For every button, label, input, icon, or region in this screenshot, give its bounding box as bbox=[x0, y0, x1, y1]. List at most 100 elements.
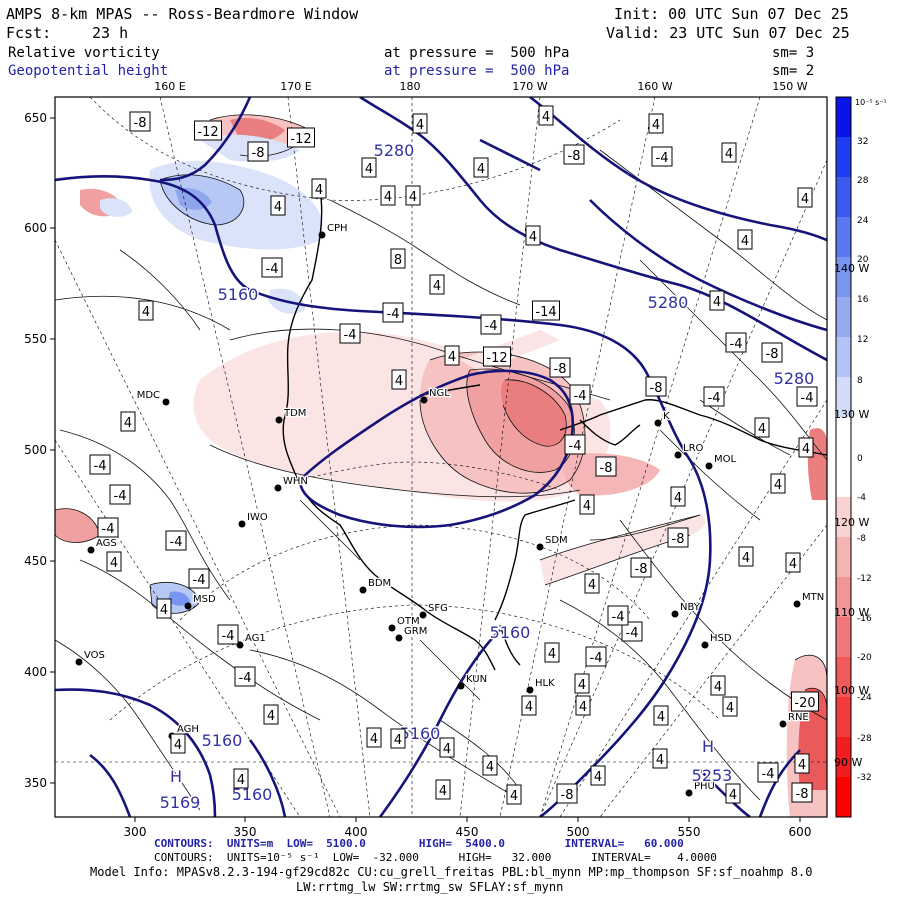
contours-vorticity-info: CONTOURS: UNITS=10⁻⁵ s⁻¹ LOW= -32.000 HI… bbox=[154, 851, 717, 864]
colorbar-label: -20 bbox=[857, 653, 872, 663]
station-label: MTN bbox=[802, 592, 824, 603]
y-tick-label: 400 bbox=[24, 665, 47, 679]
colorbar-unit: 10⁻⁵ s⁻¹ bbox=[855, 98, 887, 107]
svg-text:4: 4 bbox=[395, 374, 403, 389]
vorticity-contour-label: 4 bbox=[538, 105, 554, 126]
colorbar-label: -16 bbox=[857, 614, 872, 624]
vorticity-contour-label: -4 bbox=[564, 434, 586, 455]
vorticity-contour-label: -4 bbox=[621, 621, 643, 642]
colorbar-label: -12 bbox=[857, 574, 872, 584]
height-label: 5280 bbox=[374, 141, 415, 160]
station-label: CPH bbox=[327, 223, 348, 234]
colorbar-label: 16 bbox=[857, 295, 869, 305]
svg-text:4: 4 bbox=[124, 416, 132, 431]
svg-text:4: 4 bbox=[713, 295, 721, 310]
station-marker bbox=[318, 231, 326, 239]
vorticity-contour-label: -20 bbox=[791, 691, 819, 712]
vorticity-contour-label: 4 bbox=[670, 486, 686, 507]
vorticity-contour-label: 4 bbox=[311, 178, 327, 199]
svg-text:4: 4 bbox=[529, 230, 537, 245]
svg-text:-8: -8 bbox=[600, 461, 613, 476]
svg-text:-4: -4 bbox=[612, 610, 625, 625]
vorticity-contour-label: 4 bbox=[156, 598, 172, 619]
station-marker bbox=[275, 416, 283, 424]
station-marker bbox=[671, 610, 679, 618]
vorticity-contour-label: 4 bbox=[709, 290, 725, 311]
svg-text:4: 4 bbox=[579, 700, 587, 715]
vorticity-contour-label: 4 bbox=[380, 185, 396, 206]
y-tick-label: 600 bbox=[24, 221, 47, 235]
colorbar-label: 32 bbox=[857, 137, 868, 147]
vorticity-contour-label: 4 bbox=[106, 551, 122, 572]
vorticity-contour-label: -4 bbox=[109, 484, 131, 505]
svg-text:4: 4 bbox=[439, 784, 447, 799]
svg-text:4: 4 bbox=[416, 118, 424, 133]
svg-text:4: 4 bbox=[443, 742, 451, 757]
svg-text:-4: -4 bbox=[114, 489, 127, 504]
colorbar-label: -32 bbox=[857, 773, 872, 783]
lon-label-top: 160 W bbox=[637, 80, 672, 93]
vorticity-contour-label: 4 bbox=[721, 142, 737, 163]
station-marker bbox=[674, 451, 682, 459]
svg-text:-8: -8 bbox=[635, 562, 648, 577]
colorbar-label: 12 bbox=[857, 335, 868, 345]
svg-text:-4: -4 bbox=[708, 391, 721, 406]
station-label: RNE bbox=[788, 712, 809, 723]
vorticity-contour-label: 4 bbox=[435, 779, 451, 800]
svg-text:4: 4 bbox=[657, 710, 665, 725]
height-label: 5160 bbox=[232, 785, 273, 804]
lon-label-top: 160 E bbox=[154, 80, 185, 93]
svg-text:4: 4 bbox=[714, 680, 722, 695]
vorticity-contour-label: 4 bbox=[590, 765, 606, 786]
vorticity-contour-label: 4 bbox=[652, 748, 668, 769]
station-marker bbox=[685, 789, 693, 797]
svg-text:-4: -4 bbox=[344, 328, 357, 343]
svg-text:-4: -4 bbox=[222, 629, 235, 644]
field2-level: at pressure = 500 hPa bbox=[384, 63, 570, 79]
vorticity-contour-label: 4 bbox=[785, 552, 801, 573]
field2-smoothing: sm= 2 bbox=[772, 63, 815, 79]
station-label: AGH bbox=[177, 724, 199, 735]
colorbar-label: -4 bbox=[857, 493, 866, 503]
vorticity-contour-label: -4 bbox=[651, 146, 673, 167]
svg-text:-8: -8 bbox=[561, 788, 574, 803]
svg-text:-12: -12 bbox=[486, 351, 507, 366]
vorticity-contour-label: 4 bbox=[170, 733, 186, 754]
svg-text:4: 4 bbox=[729, 788, 737, 803]
station-label: VOS bbox=[84, 650, 105, 661]
vorticity-contour-label: 4 bbox=[482, 755, 498, 776]
station-marker bbox=[536, 543, 544, 551]
station-label: NBY bbox=[680, 602, 701, 613]
svg-text:4: 4 bbox=[510, 789, 518, 804]
station-marker bbox=[75, 658, 83, 666]
height-label: H bbox=[702, 737, 714, 756]
y-tick-label: 550 bbox=[24, 332, 47, 346]
vorticity-contour-label: -8 bbox=[761, 342, 783, 363]
x-tick-label: 600 bbox=[789, 825, 812, 839]
vorticity-contour-label: 4 bbox=[361, 157, 377, 178]
vorticity-contour-label: -4 bbox=[382, 302, 404, 323]
svg-text:4: 4 bbox=[726, 701, 734, 716]
svg-text:-4: -4 bbox=[102, 522, 115, 537]
vorticity-labels-layer: -8 -12 -8 -12 4 4 4 -8 -4 4 4 4 4 4 4 4 4 4 -4 4 8 4 -4 4 -4 -14 -… bbox=[89, 105, 819, 805]
height-label: H bbox=[170, 767, 182, 786]
svg-text:4: 4 bbox=[741, 234, 749, 249]
model-info: Model Info: MPASv8.2.3-194-gf29cd82c CU:… bbox=[90, 865, 813, 879]
svg-text:-8: -8 bbox=[650, 381, 663, 396]
vorticity-shading-negative bbox=[100, 134, 323, 614]
y-tick-label: 650 bbox=[24, 111, 47, 125]
y-tick-label: 500 bbox=[24, 443, 47, 457]
x-tick-label: 400 bbox=[345, 825, 368, 839]
svg-text:-4: -4 bbox=[801, 391, 814, 406]
vorticity-contour-label: -8 bbox=[595, 456, 617, 477]
colorbar-label: 28 bbox=[857, 176, 869, 186]
station-label: OTM bbox=[397, 616, 420, 627]
vorticity-contour-label: -8 bbox=[645, 376, 667, 397]
height-label: 5253 bbox=[692, 766, 733, 785]
svg-text:-8: -8 bbox=[796, 787, 809, 802]
svg-text:4: 4 bbox=[409, 190, 417, 205]
vorticity-contour-label: -4 bbox=[89, 454, 111, 475]
station-marker bbox=[793, 600, 801, 608]
station-label: IWO bbox=[247, 512, 268, 523]
svg-text:4: 4 bbox=[477, 162, 485, 177]
